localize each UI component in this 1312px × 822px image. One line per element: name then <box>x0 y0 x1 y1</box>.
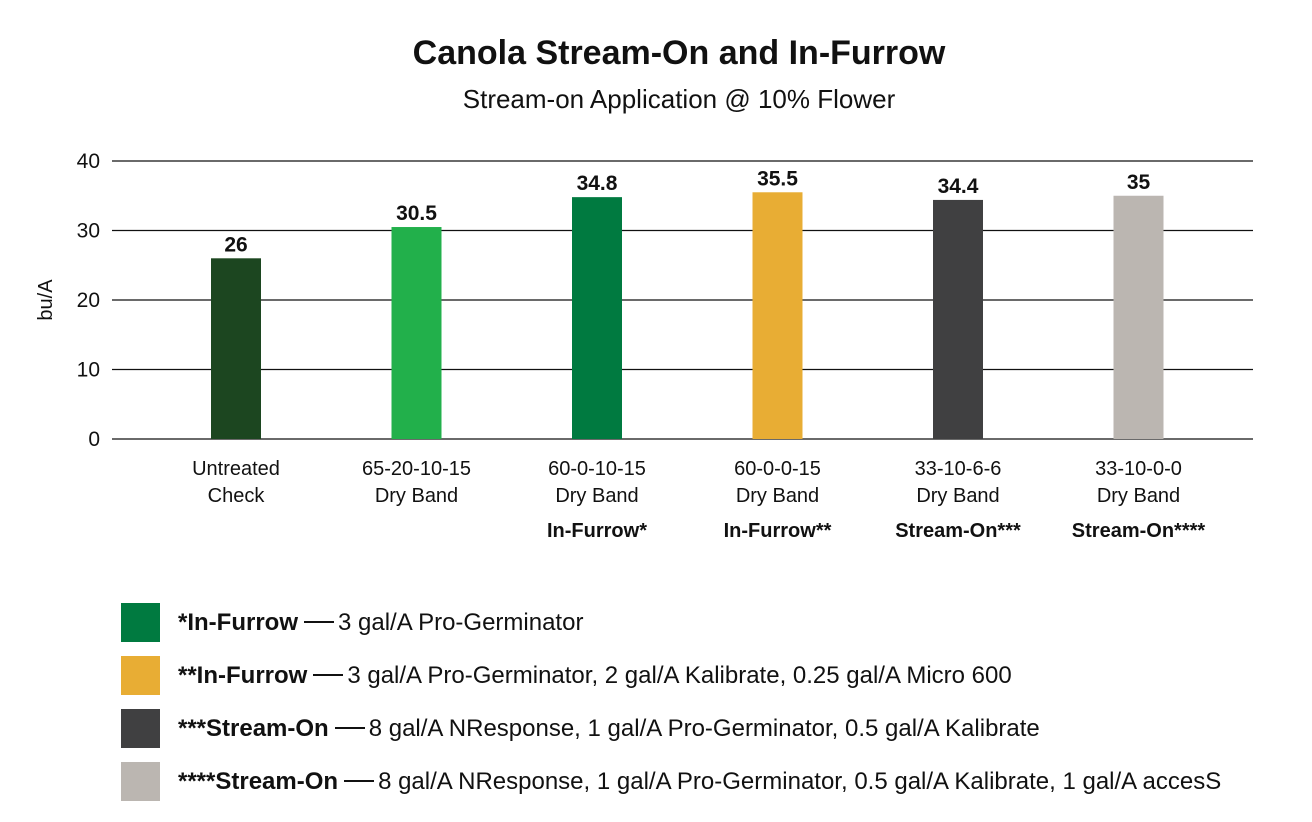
y-tick-label: 30 <box>77 220 100 243</box>
bar-chart: 0 10 20 30 40 bu/A 26 30.5 34.8 35.5 34.4 35 Untr… <box>35 150 1253 542</box>
x-axis-ticks: Untreated Check 65-20-10-15 Dry Band 60-0-10… <box>192 458 1205 542</box>
legend-key: **In-Furrow <box>178 661 308 689</box>
x-tick-label: Dry Band <box>1097 485 1180 507</box>
bar <box>211 258 261 439</box>
dash-icon <box>334 726 365 729</box>
y-tick-label: 0 <box>88 428 100 451</box>
grid-lines <box>112 160 1253 440</box>
x-tick-label: Untreated <box>192 458 280 480</box>
x-tick-label: 60-0-10-15 <box>548 458 646 480</box>
data-label: 34.8 <box>577 172 618 195</box>
bar <box>391 227 442 439</box>
x-tick-label: Dry Band <box>916 485 999 507</box>
data-label: 26 <box>224 233 247 256</box>
legend: *In-Furrow 3 gal/A Pro-Germinator **In-Fu… <box>121 596 1221 808</box>
bar <box>752 192 803 439</box>
legend-swatch <box>121 603 160 642</box>
x-tick-label: 65-20-10-15 <box>362 458 471 480</box>
bar <box>933 199 983 439</box>
legend-item: *In-Furrow 3 gal/A Pro-Germinator <box>121 596 1221 649</box>
legend-text: ****Stream-On 8 gal/A NResponse, 1 gal/A … <box>178 768 1221 796</box>
bars <box>211 192 1164 439</box>
legend-description: 8 gal/A NResponse, 1 gal/A Pro-Germinato… <box>368 714 1040 742</box>
legend-description: 8 gal/A NResponse, 1 gal/A Pro-Germinato… <box>378 767 1222 795</box>
legend-description: 3 gal/A Pro-Germinator <box>338 608 584 636</box>
dash-icon <box>344 779 375 782</box>
legend-text: ***Stream-On 8 gal/A NResponse, 1 gal/A P… <box>178 715 1040 743</box>
legend-text: *In-Furrow 3 gal/A Pro-Germinator <box>178 609 583 637</box>
chart-subtitle: Stream-on Application @ 10% Flower <box>462 84 896 114</box>
bar <box>572 197 622 439</box>
legend-swatch <box>121 709 160 748</box>
x-tick-label: 60-0-0-15 <box>734 458 821 480</box>
y-axis-label: bu/A <box>35 279 57 321</box>
y-axis-ticks: 0 10 20 30 40 <box>77 150 100 451</box>
x-tick-label: Dry Band <box>736 485 819 507</box>
bar <box>1113 195 1164 439</box>
x-tick-label: 33-10-6-6 <box>915 458 1002 480</box>
dash-icon <box>304 620 334 623</box>
x-tick-label: Dry Band <box>555 485 638 507</box>
y-tick-label: 20 <box>77 289 100 312</box>
x-tick-label: Check <box>208 485 266 507</box>
x-tick-label-method: In-Furrow** <box>724 520 832 542</box>
x-tick-label-method: In-Furrow* <box>547 520 647 542</box>
legend-swatch <box>121 762 160 801</box>
chart-title: Canola Stream-On and In-Furrow <box>412 34 946 72</box>
y-tick-label: 10 <box>77 359 100 382</box>
legend-item: **In-Furrow 3 gal/A Pro-Germinator, 2 gal… <box>121 649 1221 702</box>
legend-swatch <box>121 656 160 695</box>
y-tick-label: 40 <box>77 150 100 173</box>
dash-icon <box>313 673 344 676</box>
x-tick-label: 33-10-0-0 <box>1095 458 1182 480</box>
data-label: 35.5 <box>757 167 798 190</box>
data-label: 35 <box>1127 171 1151 194</box>
legend-item: ****Stream-On 8 gal/A NResponse, 1 gal/A … <box>121 755 1221 808</box>
legend-item: ***Stream-On 8 gal/A NResponse, 1 gal/A P… <box>121 702 1221 755</box>
data-label: 30.5 <box>396 202 437 225</box>
x-tick-label-method: Stream-On*** <box>895 520 1021 542</box>
data-labels: 26 30.5 34.8 35.5 34.4 35 <box>224 167 1150 256</box>
x-tick-label-method: Stream-On**** <box>1072 520 1206 542</box>
legend-key: ****Stream-On <box>178 767 339 795</box>
data-label: 34.4 <box>938 175 979 198</box>
legend-key: ***Stream-On <box>178 714 329 742</box>
legend-text: **In-Furrow 3 gal/A Pro-Germinator, 2 gal… <box>178 662 1012 690</box>
legend-key: *In-Furrow <box>178 608 298 636</box>
x-tick-label: Dry Band <box>375 485 458 507</box>
legend-description: 3 gal/A Pro-Germinator, 2 gal/A Kalibrat… <box>347 661 1012 689</box>
